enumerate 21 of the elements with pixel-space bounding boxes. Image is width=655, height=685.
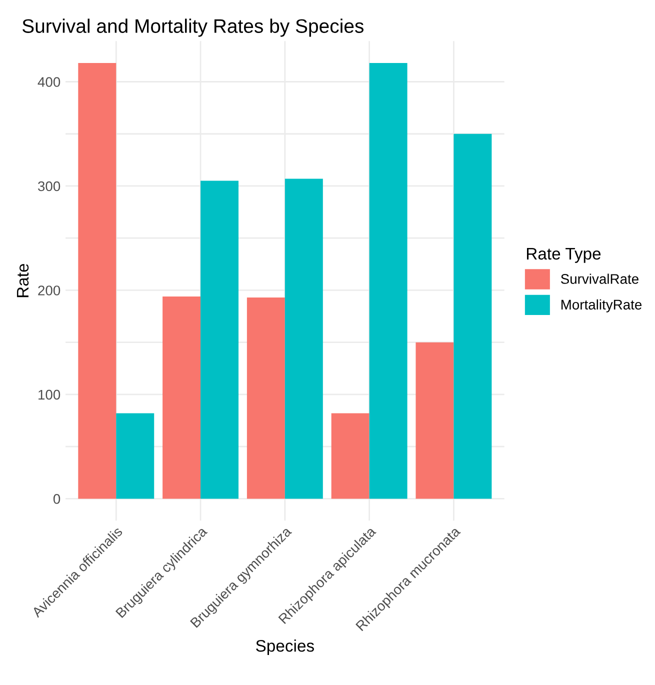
bar bbox=[454, 134, 492, 499]
y-tick-label: 300 bbox=[38, 181, 60, 192]
bar bbox=[284, 178, 323, 499]
legend-label: SurvivalRate bbox=[560, 274, 638, 284]
y-tick-label: 200 bbox=[38, 286, 60, 296]
bar bbox=[331, 413, 370, 499]
bar bbox=[200, 180, 239, 499]
bar bbox=[162, 296, 201, 499]
y-tick-label: 400 bbox=[38, 77, 60, 87]
legend-title: Rate Type bbox=[526, 248, 601, 263]
bar bbox=[78, 62, 116, 499]
bar bbox=[246, 298, 285, 499]
bar bbox=[116, 413, 154, 499]
y-axis-title: Rate bbox=[16, 264, 29, 298]
chart-title: Survival and Mortality Rates by Species bbox=[22, 18, 364, 37]
bar bbox=[369, 62, 408, 499]
y-tick-label: 100 bbox=[38, 390, 60, 400]
x-axis-title: Species bbox=[256, 640, 314, 656]
legend-label: MortalityRate bbox=[561, 299, 642, 312]
bar bbox=[416, 342, 454, 499]
y-tick-label: 0 bbox=[53, 494, 60, 504]
